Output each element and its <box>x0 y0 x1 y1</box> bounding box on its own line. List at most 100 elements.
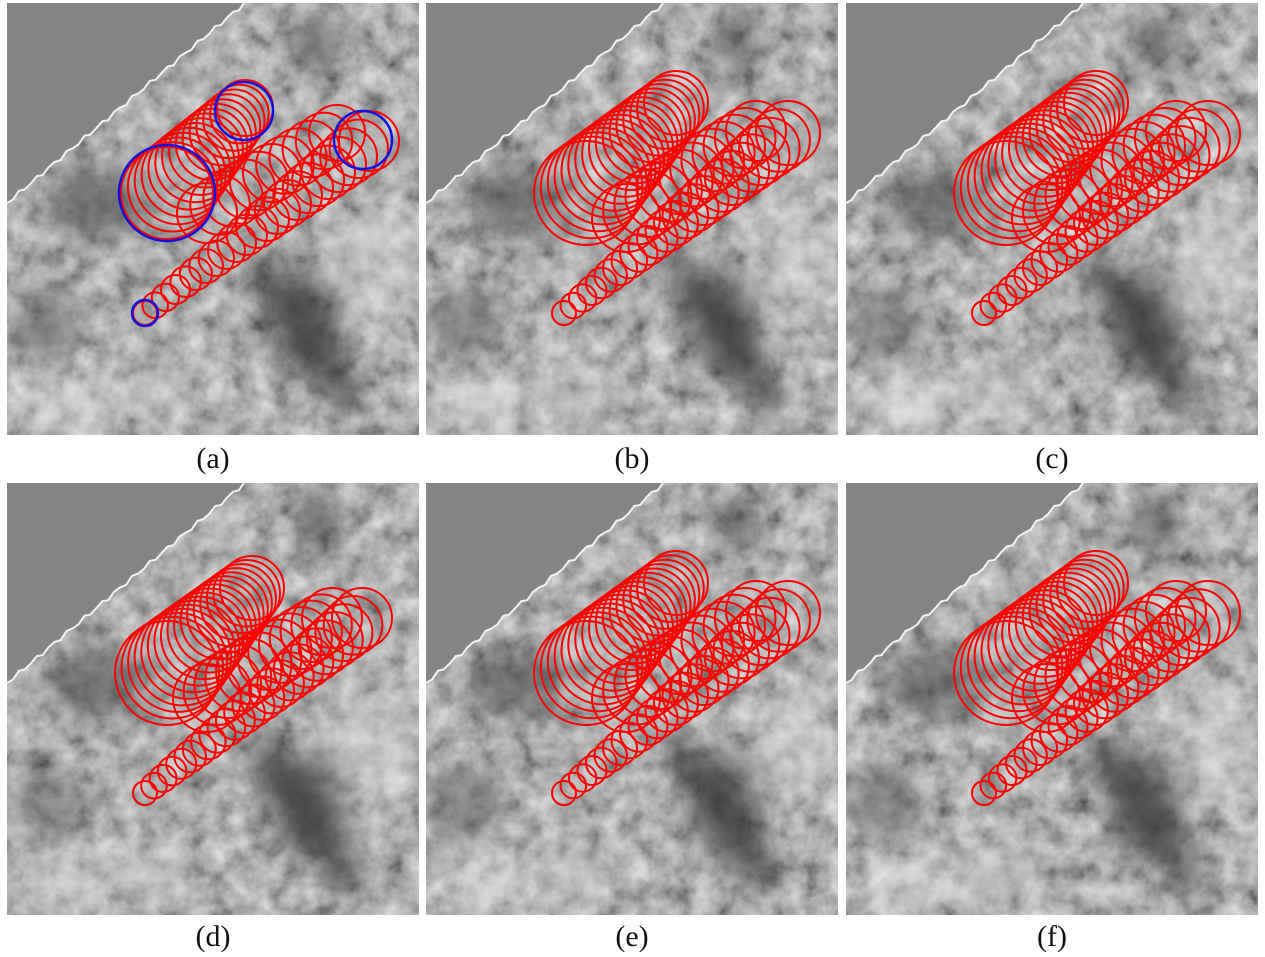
tube-circle <box>636 74 705 143</box>
tube-circle <box>133 136 223 226</box>
tube-circle <box>294 111 354 171</box>
tube-circle <box>1063 70 1129 136</box>
tube-circle <box>613 169 682 238</box>
tube-circle <box>738 116 801 180</box>
vessel-tube-circles <box>953 550 1241 806</box>
caption-c: (c) <box>1035 442 1069 475</box>
tube-circle <box>953 620 1059 726</box>
tube-circle <box>1033 169 1102 238</box>
panel-e <box>426 483 838 915</box>
tube-circle <box>979 771 1008 800</box>
tube-circle <box>624 162 693 231</box>
tube-circle <box>188 98 257 167</box>
tube-circle <box>1158 116 1221 180</box>
tube-circle <box>994 113 1086 205</box>
vessel-tube-circles <box>114 555 393 806</box>
tube-circle <box>629 558 701 630</box>
tube-circle <box>725 100 787 162</box>
caption-f: (f) <box>1037 920 1067 953</box>
tube-circle <box>574 113 666 205</box>
tube-circle <box>702 113 766 178</box>
tube-circle <box>1100 127 1166 193</box>
tube-circle <box>953 140 1059 246</box>
tube-circle <box>559 771 588 800</box>
tube-circle <box>585 266 618 300</box>
tube-circle <box>1044 162 1113 231</box>
tube-circle <box>257 612 323 677</box>
tube-circle <box>1175 580 1241 646</box>
tube-circle <box>209 83 270 145</box>
tube-circle <box>971 780 997 806</box>
tube-circle <box>281 161 334 214</box>
vessel-tube-circles <box>533 70 821 326</box>
caption-d: (d) <box>195 920 231 953</box>
tube-circle <box>755 100 821 166</box>
tube-circle <box>328 118 389 180</box>
tube-circle <box>212 559 281 628</box>
tube-circle <box>1021 576 1103 658</box>
panel-b <box>426 3 838 435</box>
tube-circle <box>585 746 618 780</box>
tube-circle <box>622 83 696 157</box>
mask-edge <box>846 3 1085 204</box>
tube-circle <box>725 580 787 642</box>
dark-structure <box>851 13 1256 428</box>
tube-circle <box>622 563 696 637</box>
masked-region <box>426 3 664 203</box>
tube-circle <box>172 663 242 733</box>
tube-circle <box>994 593 1086 685</box>
tube-circle <box>627 225 669 266</box>
tube-circle <box>1039 233 1079 273</box>
vessel-tube-circles <box>533 550 821 806</box>
tube-circle <box>1056 74 1125 143</box>
tube-circle <box>1049 78 1121 150</box>
tube-circle <box>661 671 710 720</box>
panel-c <box>846 3 1258 435</box>
tube-circle <box>1042 563 1116 637</box>
tube-circle <box>174 107 249 182</box>
endpoint-circle <box>213 80 275 142</box>
mask-edge <box>426 483 665 684</box>
dark-structure <box>851 493 1256 908</box>
tube-circle <box>643 550 709 616</box>
tube-circle <box>680 607 746 673</box>
image-c <box>846 3 1258 435</box>
tube-circle <box>290 593 353 656</box>
tube-circle <box>1021 96 1103 178</box>
tube-circle <box>132 780 158 806</box>
tube-circle <box>1081 671 1130 720</box>
tube-circle <box>1122 113 1186 178</box>
tube-circle <box>1145 100 1207 162</box>
panel-d <box>7 483 419 915</box>
caption-a: (a) <box>196 442 230 475</box>
tube-circle <box>199 567 273 641</box>
tube-circle <box>1122 593 1186 658</box>
tube-circle <box>202 88 266 152</box>
tube-circle <box>1111 600 1176 665</box>
tube-circle <box>186 575 265 654</box>
tube-circle <box>182 656 253 727</box>
tube-circle <box>331 587 393 649</box>
tube-circle <box>551 300 577 326</box>
tube-circle <box>1022 176 1092 246</box>
caption-e: (e) <box>615 920 649 953</box>
tube-circle <box>680 127 746 193</box>
tube-circle <box>195 93 262 160</box>
tube-circle <box>1133 587 1197 650</box>
tube-circle <box>1100 607 1166 673</box>
image-d <box>7 483 419 915</box>
dark-structure <box>12 13 417 428</box>
tube-circle <box>1005 266 1038 300</box>
masked-region <box>7 3 245 203</box>
tube-circle <box>1175 100 1241 166</box>
caption-b: (b) <box>614 442 650 475</box>
tube-circle <box>1011 183 1081 253</box>
panel-f <box>846 483 1258 915</box>
masked-region <box>846 483 1084 683</box>
tube-circle <box>1056 554 1125 623</box>
tube-circle <box>1042 83 1116 157</box>
image-a <box>7 3 419 435</box>
tube-circle <box>755 580 821 646</box>
tube-circle <box>1111 120 1176 185</box>
tube-circle <box>574 593 666 685</box>
